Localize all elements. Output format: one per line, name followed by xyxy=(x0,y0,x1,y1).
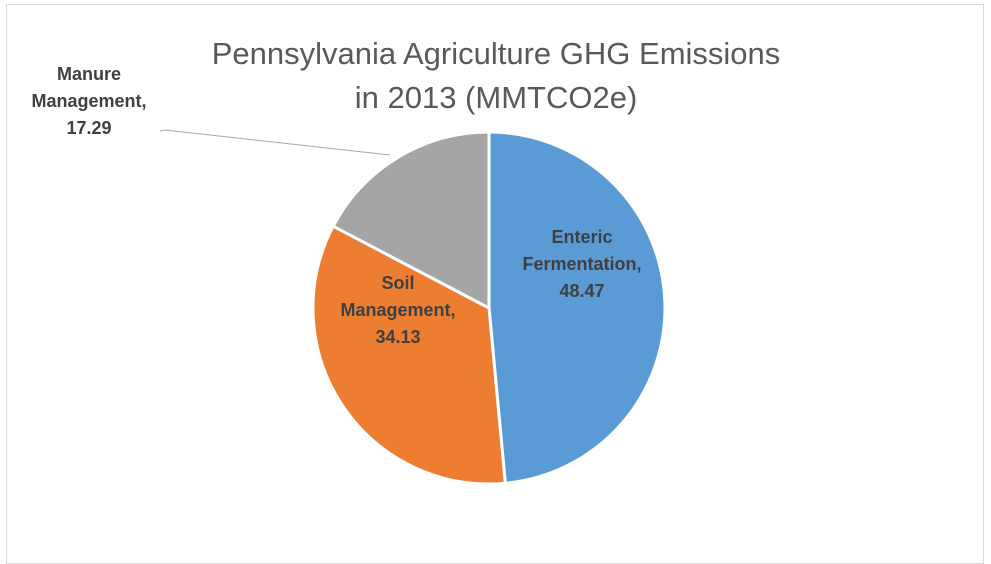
leader-lines xyxy=(159,129,391,156)
chart-title: Pennsylvania Agriculture GHG Emissions i… xyxy=(212,36,781,115)
data-label-soil-management: Soil Management, 34.13 xyxy=(340,273,455,347)
leader-line-manure-management xyxy=(159,129,391,156)
pie-slice-manure-management xyxy=(331,130,491,310)
pie-slices xyxy=(311,130,667,486)
pie-chart: Pennsylvania Agriculture GHG Emissions i… xyxy=(31,36,781,486)
pie-slice-soil-management xyxy=(311,224,507,486)
data-labels: Enteric Fermentation, 48.47 Soil Management,… xyxy=(31,64,641,347)
data-label-manure-management: Manure Management, 17.29 xyxy=(31,64,146,138)
chart-title-line-1: Pennsylvania Agriculture GHG Emissions xyxy=(212,36,781,71)
pie-slice-enteric-fermentation xyxy=(487,130,667,485)
chart-title-line-2: in 2013 (MMTCO2e) xyxy=(355,80,638,115)
data-label-enteric-fermentation: Enteric Fermentation, 48.47 xyxy=(522,227,641,301)
